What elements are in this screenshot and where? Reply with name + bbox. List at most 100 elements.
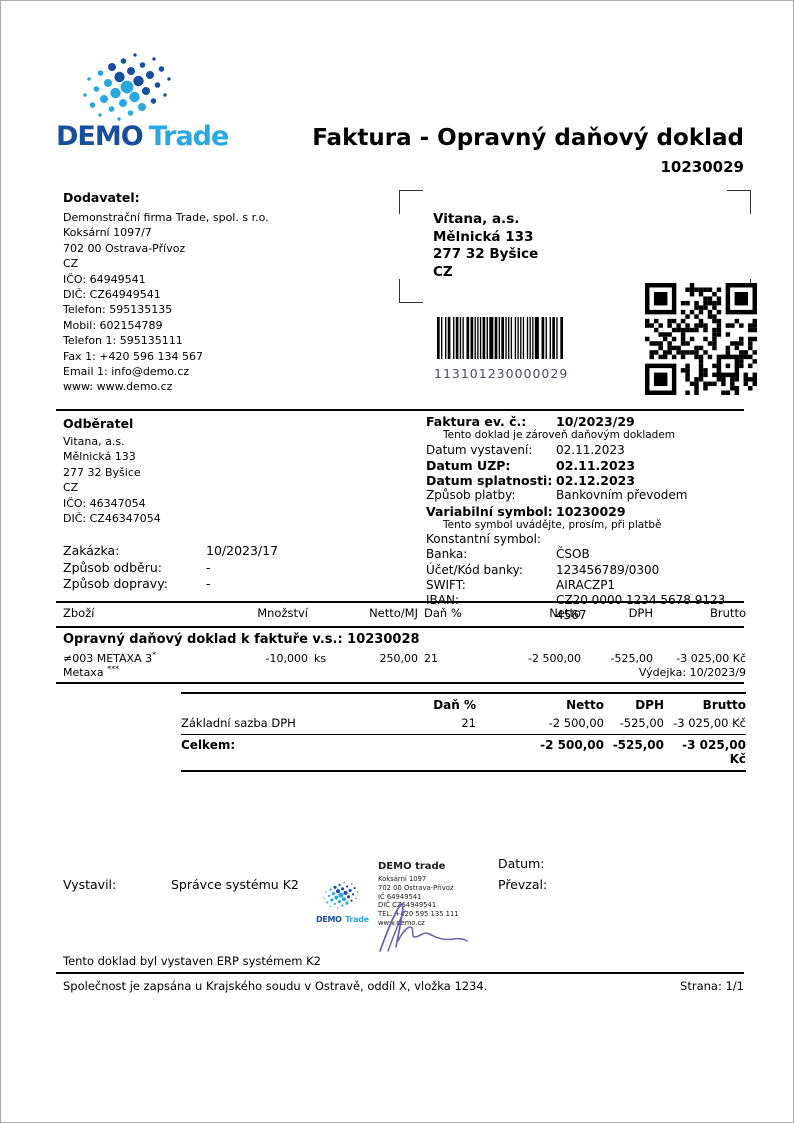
recipient-line: Mělnická 133	[433, 228, 534, 245]
info-value: 02.11.2023	[556, 457, 636, 473]
divider	[56, 972, 744, 974]
col-header-mnozstvi: Množství	[257, 606, 308, 620]
order-row-label: Způsob dopravy:	[63, 576, 168, 592]
stamp-line: DIČ CZ64949541	[378, 901, 437, 910]
barcode-icon	[437, 317, 563, 359]
summary-col-dph: DPH	[635, 698, 664, 712]
invoice-info-row: Datum vystavení: 02.11.2023	[426, 443, 751, 458]
col-header-netto: Netto	[549, 606, 581, 620]
customer-line: IČO: 46347054	[63, 496, 146, 510]
invoice-info-row: Datum UZP: 02.11.2023	[426, 458, 751, 473]
customer-line: DIČ: CZ46347054	[63, 512, 161, 526]
info-value	[556, 532, 751, 547]
supplier-label: Dodavatel:	[63, 190, 140, 205]
order-rows: Zakázka: 10/2023/17 Způsob odběru: - Způ…	[63, 543, 403, 593]
info-value: Bankovním převodem	[556, 488, 688, 503]
invoice-info-row: Datum splatnosti: 02.12.2023	[426, 473, 751, 488]
supplier-line: Demonstrační firma Trade, spol. s r.o.	[63, 211, 269, 224]
col-header-spacer	[308, 606, 338, 620]
item-note-row: Metaxa *** Výdejka: 10/2023/9	[63, 664, 746, 679]
summary-col-netto: Netto	[566, 698, 604, 712]
item-row: ≠003 METAXA 3* -10,000 ks 250,00 21 -2 5…	[63, 650, 746, 665]
logo-demo-word: DEMO	[56, 121, 144, 152]
company-stamp: DEMO Trade DEMO trade Koksární 1097 702 0…	[316, 853, 491, 953]
qr-code-icon	[645, 283, 757, 395]
stamp-line: TEL. +420 595 135 111	[378, 910, 459, 919]
recipient-line: Vitana, a.s.	[433, 211, 520, 227]
divider	[56, 626, 744, 628]
customer-line: CZ	[63, 481, 79, 495]
invoice-note: Tento doklad je zároveň daňovým dokladem	[443, 429, 676, 442]
summary-rate-dph: -525,00	[619, 716, 664, 730]
invoice-info-row: Faktura ev. č.: 10/2023/29	[426, 414, 751, 429]
info-label: IBAN:	[426, 593, 556, 623]
customer-label: Odběratel	[63, 416, 134, 431]
col-header-netto-mj: Netto/MJ	[369, 606, 418, 620]
summary-col-spacer	[181, 698, 426, 712]
issued-by-value: Správce systému K2	[171, 877, 299, 892]
divider	[56, 601, 744, 603]
order-row-label: Způsob odběru:	[63, 559, 162, 575]
summary-total-brutto: -3 025,00 Kč	[682, 738, 746, 766]
items-table: Zboží Množství Netto/MJ Daň % Netto DPH …	[63, 606, 746, 679]
window-corner-icon	[399, 190, 423, 214]
supplier-line: www: www.demo.cz	[63, 380, 173, 394]
info-label: Faktura ev. č.:	[426, 414, 527, 429]
item-brutto: -3 025,00 Kč	[676, 652, 746, 665]
items-header-row: Zboží Množství Netto/MJ Daň % Netto DPH …	[63, 606, 746, 620]
invoice-info-row: Způsob platby: Bankovním převodem	[426, 488, 751, 503]
stamp-logo-icon	[323, 881, 359, 909]
stamp-line: 702 00 Ostrava-Přívoz	[378, 883, 454, 892]
order-row-value: -	[206, 576, 211, 592]
supplier-lines: Demonstrační firma Trade, spol. s r.o. Ko…	[63, 210, 393, 395]
invoice-info-row: SWIFT: AIRACZP1	[426, 578, 751, 593]
stamp-company-name: DEMO trade	[378, 861, 446, 872]
order-row: Způsob odběru: -	[63, 560, 403, 577]
summary-header-row: Daň % Netto DPH Brutto	[181, 692, 746, 715]
summary-total-label: Celkem:	[181, 738, 236, 752]
item-code-name: ≠003 METAXA 3*	[63, 650, 157, 665]
summary-rate-label: Základní sazba DPH	[181, 716, 296, 730]
demo-trade-logo-icon	[83, 53, 171, 121]
item-dan: 21	[424, 652, 438, 665]
date-label: Datum:	[498, 856, 545, 871]
window-corner-icon	[399, 279, 423, 303]
summary-rate-dan: 21	[461, 716, 476, 730]
summary-col-brutto: Brutto	[702, 698, 746, 712]
invoice-info-row: Konstantní symbol:	[426, 532, 751, 547]
info-label: Variabilní symbol:	[426, 503, 553, 519]
qr-code	[645, 283, 757, 395]
received-by-label: Převzal:	[498, 877, 548, 892]
info-value: 10230029	[556, 503, 626, 519]
invoice-note: Tento symbol uvádějte, prosím, při platb…	[443, 518, 662, 531]
item-qty: -10,000	[265, 652, 308, 665]
supplier-line: 702 00 Ostrava-Přívoz	[63, 241, 186, 255]
items-section-title: Opravný daňový doklad k faktuře v.s.: 10…	[63, 632, 420, 647]
order-row-label: Zakázka:	[63, 543, 120, 559]
info-value: 02.12.2023	[556, 473, 636, 489]
erp-note: Tento doklad byl vystaven ERP systémem K…	[63, 954, 321, 968]
divider	[56, 682, 744, 684]
customer-block: Odběratel Vitana, a.s. Mělnická 133 277 32…	[63, 416, 403, 593]
invoice-info-row: Variabilní symbol: 10230029	[426, 504, 751, 519]
customer-lines: Vitana, a.s. Mělnická 133 277 32 Byšice CZ I…	[63, 434, 403, 526]
customer-line: Mělnická 133	[63, 450, 136, 464]
supplier-line: DIČ: CZ64949541	[63, 288, 161, 302]
item-note-flag: ***	[107, 664, 120, 674]
signature-icon	[379, 903, 468, 952]
item-netto-mj: 250,00	[379, 652, 419, 665]
info-value: AIRACZP1	[556, 577, 616, 592]
supplier-line: Email 1: info@demo.cz	[63, 365, 190, 379]
order-row-value: -	[206, 559, 211, 575]
recipient-line: 277 32 Byšice	[433, 246, 539, 262]
summary-total-netto: -2 500,00	[540, 738, 604, 752]
info-value: 123456789/0300	[556, 562, 660, 577]
col-header-dan: Daň %	[424, 606, 462, 620]
recipient-address: Vitana, a.s. Mělnická 133 277 32 Byšice CZ	[433, 211, 538, 281]
issued-by-label: Vystavil:	[63, 877, 117, 892]
invoice-info-block: Faktura ev. č.: 10/2023/29 Tento doklad …	[426, 414, 751, 623]
document-title: Faktura - Opravný daňový doklad	[312, 125, 744, 151]
order-row-value: 10/2023/17	[206, 543, 279, 559]
summary-col-dan: Daň %	[433, 698, 476, 712]
